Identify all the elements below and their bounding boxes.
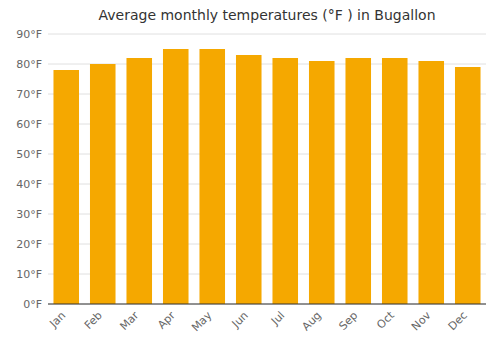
x-tick-label: Jul <box>268 309 287 328</box>
x-tick-label: Jun <box>229 309 251 331</box>
bar <box>455 67 481 304</box>
chart-container: Average monthly temperatures (°F ) in Bu… <box>0 0 500 350</box>
y-tick-label: 20°F <box>16 238 42 251</box>
bar <box>382 58 408 304</box>
bar <box>272 58 298 304</box>
y-tick-label: 0°F <box>23 298 42 311</box>
grid-line <box>48 34 486 35</box>
bar <box>236 55 262 304</box>
x-tick-label: May <box>189 309 215 335</box>
bar <box>163 49 189 304</box>
x-tick-label: Apr <box>155 309 178 332</box>
bar <box>126 58 152 304</box>
y-tick-label: 10°F <box>16 268 42 281</box>
grid-line <box>48 304 486 305</box>
bar <box>53 70 79 304</box>
bar <box>90 64 116 304</box>
x-tick-label: Sep <box>337 309 361 333</box>
x-tick-label: Aug <box>299 309 323 333</box>
y-tick-label: 60°F <box>16 118 42 131</box>
x-tick-label: Nov <box>409 309 434 334</box>
x-tick-label: Dec <box>446 309 470 333</box>
x-tick-label: Mar <box>117 309 141 333</box>
x-axis-line <box>48 304 486 305</box>
bars <box>53 49 480 304</box>
bar <box>418 61 444 304</box>
y-tick-label: 50°F <box>16 148 42 161</box>
chart-svg: Average monthly temperatures (°F ) in Bu… <box>0 0 500 350</box>
page: {"chart_data": {"type": "bar", "title": … <box>0 0 500 350</box>
x-tick-label: Feb <box>82 309 105 332</box>
y-tick-label: 40°F <box>16 178 42 191</box>
y-tick-label: 80°F <box>16 58 42 71</box>
bar <box>309 61 335 304</box>
x-tick-label: Jan <box>46 309 68 331</box>
x-tick-label: Oct <box>374 308 397 331</box>
bar <box>345 58 371 304</box>
y-tick-label: 30°F <box>16 208 42 221</box>
y-axis: 0°F 10°F 20°F 30°F 40°F 50°F 60°F 70°F 80°F 90°F <box>16 28 486 311</box>
x-axis: Jan Feb Mar Apr May Jun Jul Aug Sep Oct Nov Dec <box>46 304 486 334</box>
y-tick-label: 70°F <box>16 88 42 101</box>
bar <box>199 49 225 304</box>
title: Average monthly temperatures (°F ) in Bu… <box>99 7 436 23</box>
y-tick-label: 90°F <box>16 28 42 41</box>
